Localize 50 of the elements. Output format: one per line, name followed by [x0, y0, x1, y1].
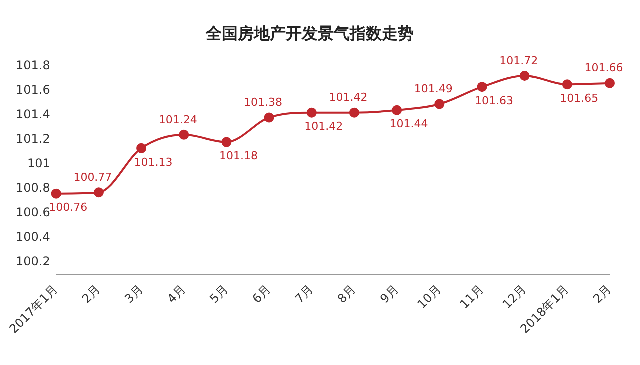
point	[434, 99, 445, 110]
data-label: 100.76	[49, 201, 88, 214]
point	[222, 137, 232, 148]
x-tick-label: 2月	[590, 282, 614, 306]
point	[51, 188, 62, 199]
point	[94, 188, 104, 198]
x-tick-label: 8月	[335, 282, 359, 306]
point	[605, 78, 615, 88]
x-tick-label: 7月	[292, 282, 316, 306]
x-tick-label: 4月	[164, 282, 188, 306]
y-tick-label: 101.4	[16, 107, 50, 122]
data-label: 101.49	[414, 82, 453, 96]
point	[349, 108, 360, 118]
x-tick-label: 2月	[79, 282, 104, 306]
data-label: 101.42	[304, 120, 344, 134]
point	[179, 130, 190, 140]
data-label: 101.65	[560, 92, 599, 105]
data-label: 101.63	[474, 94, 514, 108]
x-tick-label: 9月	[378, 282, 402, 306]
data-label: 101.42	[329, 91, 368, 104]
y-tick-label: 100.6	[16, 206, 50, 220]
point	[477, 82, 488, 92]
y-tick-label: 101	[27, 156, 50, 171]
point	[306, 108, 317, 118]
point	[264, 112, 274, 123]
x-tick-label: 3月	[122, 282, 146, 306]
data-label: 101.72	[500, 54, 538, 68]
y-tick-label: 101.2	[16, 132, 50, 146]
data-label: 101.18	[219, 150, 258, 163]
x-tick-label: 10月	[414, 282, 444, 312]
x-tick-label: 5月	[207, 282, 232, 306]
data-label: 101.66	[584, 62, 624, 75]
x-tick-label: 12月	[500, 282, 530, 312]
chart-title: 全国房地产开发景气指数走势	[205, 24, 414, 43]
y-tick-label: 100.2	[16, 254, 50, 269]
data-label: 101.24	[158, 113, 198, 126]
point	[136, 143, 147, 154]
data-label: 101.44	[390, 118, 428, 131]
y-tick-label: 101.8	[16, 58, 50, 72]
point	[562, 80, 572, 90]
y-tick-label: 100.4	[16, 230, 50, 244]
x-tick-label: 6月	[250, 282, 274, 306]
data-label: 100.77	[74, 170, 112, 184]
data-label: 101.38	[244, 96, 283, 110]
x-tick-label: 11月	[457, 282, 487, 312]
point	[392, 105, 402, 116]
point	[520, 71, 530, 82]
y-tick-label: 101.6	[16, 82, 50, 97]
y-tick-label: 100.8	[16, 181, 50, 196]
data-label: 101.13	[134, 156, 173, 169]
